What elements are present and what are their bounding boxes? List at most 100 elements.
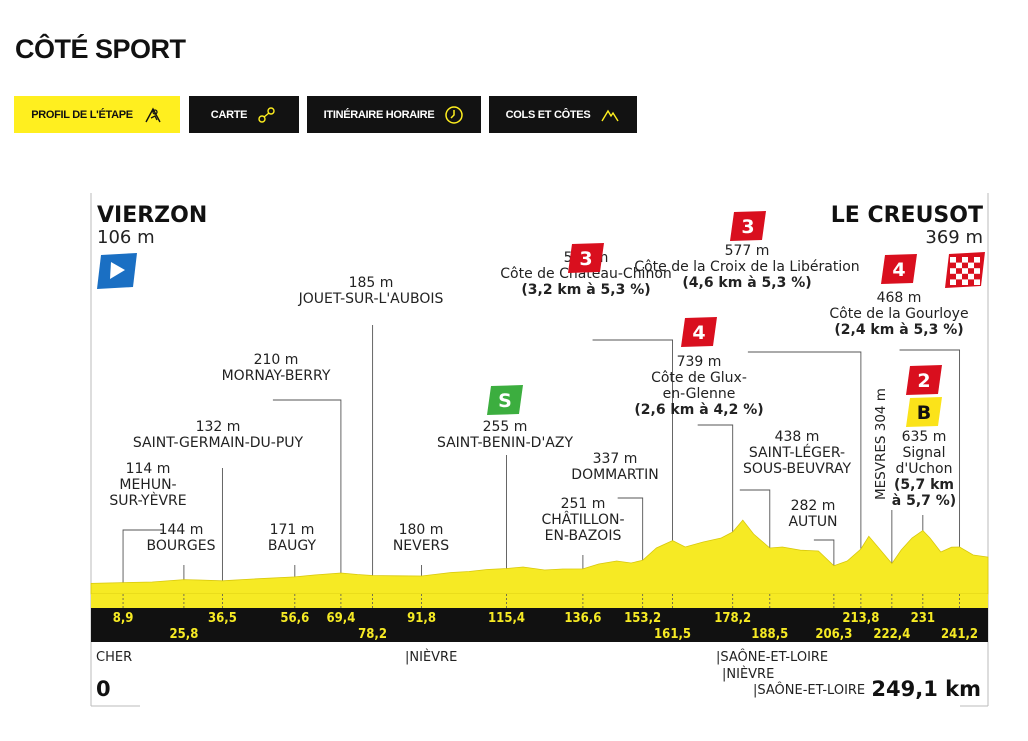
elevation-profile-area [90, 519, 989, 595]
place-label-line: Côte de la Croix de la Libération [634, 259, 859, 275]
place-label-line: en-Glenne [663, 386, 736, 402]
tab-label: ITINÉRAIRE HORAIRE [323, 108, 435, 121]
bonus-sprint-badge: B [906, 397, 942, 427]
finish-town-name: LE CREUSOT [831, 203, 983, 228]
km-marker-label: 115,4 [488, 611, 525, 626]
place-label-vertical: MESVRES 304 m [873, 388, 889, 500]
finish-flag-check [968, 262, 974, 269]
finish-flag-check [950, 279, 956, 285]
km-marker-label: 136,6 [564, 611, 601, 626]
place-label-line: MEHUN- [119, 477, 176, 493]
place-label-line: (3,2 km à 5,3 %) [521, 282, 650, 298]
intermediate-sprint-badge: S [487, 385, 523, 415]
place-label-line: 132 m [196, 419, 241, 435]
climb-badge-cat3-chateau-chinon: 3 [568, 243, 604, 273]
place-label-line: EN-BAZOIS [545, 528, 622, 544]
km-marker-label: 241,2 [941, 627, 978, 642]
finish-altitude: 369 m [925, 227, 983, 248]
place-label-line: BAUGY [268, 538, 317, 554]
place-label-line: 144 m [159, 522, 204, 538]
leader-line-10 [592, 339, 674, 600]
finish-flag-check [968, 273, 974, 280]
climb-badge-cat4-gourloye-label: 4 [892, 259, 905, 281]
intermediate-sprint-badge-shape [487, 385, 523, 415]
place-label-line: 255 m [483, 419, 528, 435]
place-label-line: 739 m [677, 354, 722, 370]
start-town-name: VIERZON [97, 203, 207, 228]
tab-itineraire-horaire[interactable]: ITINÉRAIRE HORAIRE [307, 96, 481, 133]
department-label: |SAÔNE-ET-LOIRE [753, 682, 865, 698]
place-label-line: SAINT-BENIN-D'AZY [437, 435, 574, 451]
climb-badge-cat3-croix: 3 [730, 211, 766, 241]
km-marker-label: 231 [911, 611, 935, 626]
climber-icon [143, 105, 163, 125]
km-marker-label: 161,5 [654, 627, 691, 642]
finish-flag-check [956, 262, 962, 269]
intermediate-sprint-badge-label: S [498, 390, 512, 412]
department-label: |SAÔNE-ET-LOIRE [716, 649, 828, 665]
place-label-line: DOMMARTIN [571, 467, 658, 483]
climb-badge-cat3-croix-label: 3 [741, 216, 754, 238]
place-label-line: 114 m [126, 461, 171, 477]
place-label-line: NEVERS [393, 538, 449, 554]
total-distance: 249,1 km [871, 677, 981, 701]
climb-badge-cat4-gourloye-shape [881, 254, 917, 284]
km-marker-label: 188,5 [751, 627, 788, 642]
tab-label: PROFIL DE L'ÉTAPE [31, 108, 133, 121]
km-marker-label: 206,3 [815, 627, 852, 642]
climb-badge-cat3-chateau-chinon-shape [568, 243, 604, 273]
leader-line-0 [122, 529, 164, 600]
climb-badge-cat2-uchon-shape [906, 365, 942, 395]
place-label-line: (2,4 km à 5,3 %) [834, 322, 963, 338]
place-label-line: Côte de la Gourloye [829, 306, 968, 322]
place-label-line: BOURGES [147, 538, 216, 554]
map-route-icon [257, 105, 277, 125]
km-marker-label: 69,4 [326, 611, 355, 626]
climb-badge-cat4-gourloye: 4 [881, 254, 917, 284]
place-label-line: SUR-YÈVRE [109, 492, 186, 509]
tab-label: COLS ET CÔTES [505, 108, 591, 121]
leader-line-4 [272, 399, 342, 600]
leader-line-17 [899, 349, 961, 600]
finish-flag-check [962, 268, 968, 274]
place-label-line: JOUET-SUR-L'AUBOIS [298, 291, 444, 307]
climb-badge-cat4-glux: 4 [681, 317, 717, 347]
place-label-line: AUTUN [788, 514, 837, 530]
place-label-line: d'Uchon [896, 461, 953, 477]
km-marker-label: 56,6 [280, 611, 309, 626]
climb-badge-cat3-croix-shape [730, 211, 766, 241]
place-label-line: 210 m [254, 352, 299, 368]
bonus-sprint-badge-shape [906, 397, 942, 427]
place-label-line: à 5,7 %) [892, 493, 956, 509]
start-altitude: 106 m [97, 227, 155, 248]
place-label-line: SOUS-BEUVRAY [743, 461, 852, 477]
climb-badge-cat2-uchon: 2 [906, 365, 942, 395]
finish-flag-check [974, 257, 980, 263]
place-label-line: 180 m [399, 522, 444, 538]
km-marker-label: 213,8 [842, 611, 879, 626]
clock-icon [444, 105, 464, 125]
place-label-line: Signal [902, 445, 945, 461]
place-label-line: Côte de Château-Chinon [500, 266, 672, 282]
km-marker-label: 78,2 [358, 627, 387, 642]
finish-flag-check [962, 279, 968, 285]
finish-flag-icon [945, 252, 985, 288]
km-marker-label: 8,9 [113, 611, 134, 626]
place-label-line: Côte de Glux- [651, 370, 747, 386]
mountain-icon [600, 105, 620, 125]
start-flag-play [110, 262, 125, 279]
profile-base-band [91, 594, 988, 608]
place-label-line: 337 m [593, 451, 638, 467]
tab-label: CARTE [210, 108, 248, 121]
tab-profil-etape[interactable]: PROFIL DE L'ÉTAPE [14, 96, 180, 133]
km-marker-label: 153,2 [624, 611, 661, 626]
finish-flag-check [974, 279, 980, 285]
place-label-line: SAINT-LÉGER- [749, 444, 845, 461]
place-label-line: MORNAY-BERRY [222, 368, 331, 384]
tab-cols-cotes[interactable]: COLS ET CÔTES [489, 96, 637, 133]
place-label-line: 577 m [725, 243, 770, 259]
tab-carte[interactable]: CARTE [189, 96, 299, 133]
km-marker-label: 36,5 [208, 611, 237, 626]
